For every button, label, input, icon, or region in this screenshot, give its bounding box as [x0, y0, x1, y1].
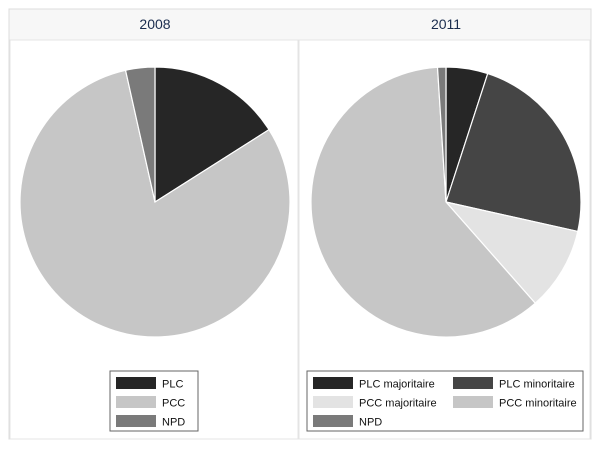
panel-2008: 2008 PLC PCC NPD: [9, 16, 299, 440]
legend-label-pcc-minoritaire: PCC minoritaire: [499, 398, 577, 410]
legend-label-pcc-majoritaire: PCC majoritaire: [359, 398, 437, 410]
pie-slice-2011-npd: [436, 66, 447, 203]
legend-swatch-plc-majoritaire: [313, 377, 353, 389]
pie-slice-2008-pcc: [19, 69, 291, 338]
legend-label-plc-majoritaire: PLC majoritaire: [359, 379, 435, 391]
panel-2008-title: 2008: [139, 16, 170, 32]
pie-slice-2011-pcc-majoritaire: [444, 201, 579, 305]
pie-slice-2008-npd: [124, 66, 156, 203]
legend-swatch-plc: [116, 377, 156, 389]
panel-2011: 2011 PLC majoritaire PLC minoritaire PCC m…: [298, 16, 591, 440]
legend-swatch-pcc-majoritaire: [313, 396, 353, 408]
pie-slice-2011-pcc-minoritaire: [310, 66, 537, 338]
legend-swatch-npd: [116, 415, 156, 427]
pie-2011: [310, 66, 582, 338]
legend-label-plc: PLC: [162, 379, 183, 391]
pie-2008: [19, 66, 291, 338]
pie-slice-2008-plc: [154, 66, 270, 204]
legend-swatch-plc-minoritaire: [453, 377, 493, 389]
panel-2011-title: 2011: [431, 16, 461, 32]
legend-label-npd: NPD: [162, 417, 185, 429]
legend-label-plc-minoritaire: PLC minoritaire: [499, 379, 575, 391]
legend-label-pcc: PCC: [162, 398, 185, 410]
legend-label-npd: NPD: [359, 417, 382, 429]
pie-slice-2011-plc-minoritaire: [445, 72, 582, 233]
legend-swatch-pcc-minoritaire: [453, 396, 493, 408]
legend-2011: PLC majoritaire PLC minoritaire PCC majori…: [306, 370, 584, 432]
legend-swatch-pcc: [116, 396, 156, 408]
legend-2008: PLC PCC NPD: [109, 370, 199, 432]
legend-swatch-npd: [313, 415, 353, 427]
